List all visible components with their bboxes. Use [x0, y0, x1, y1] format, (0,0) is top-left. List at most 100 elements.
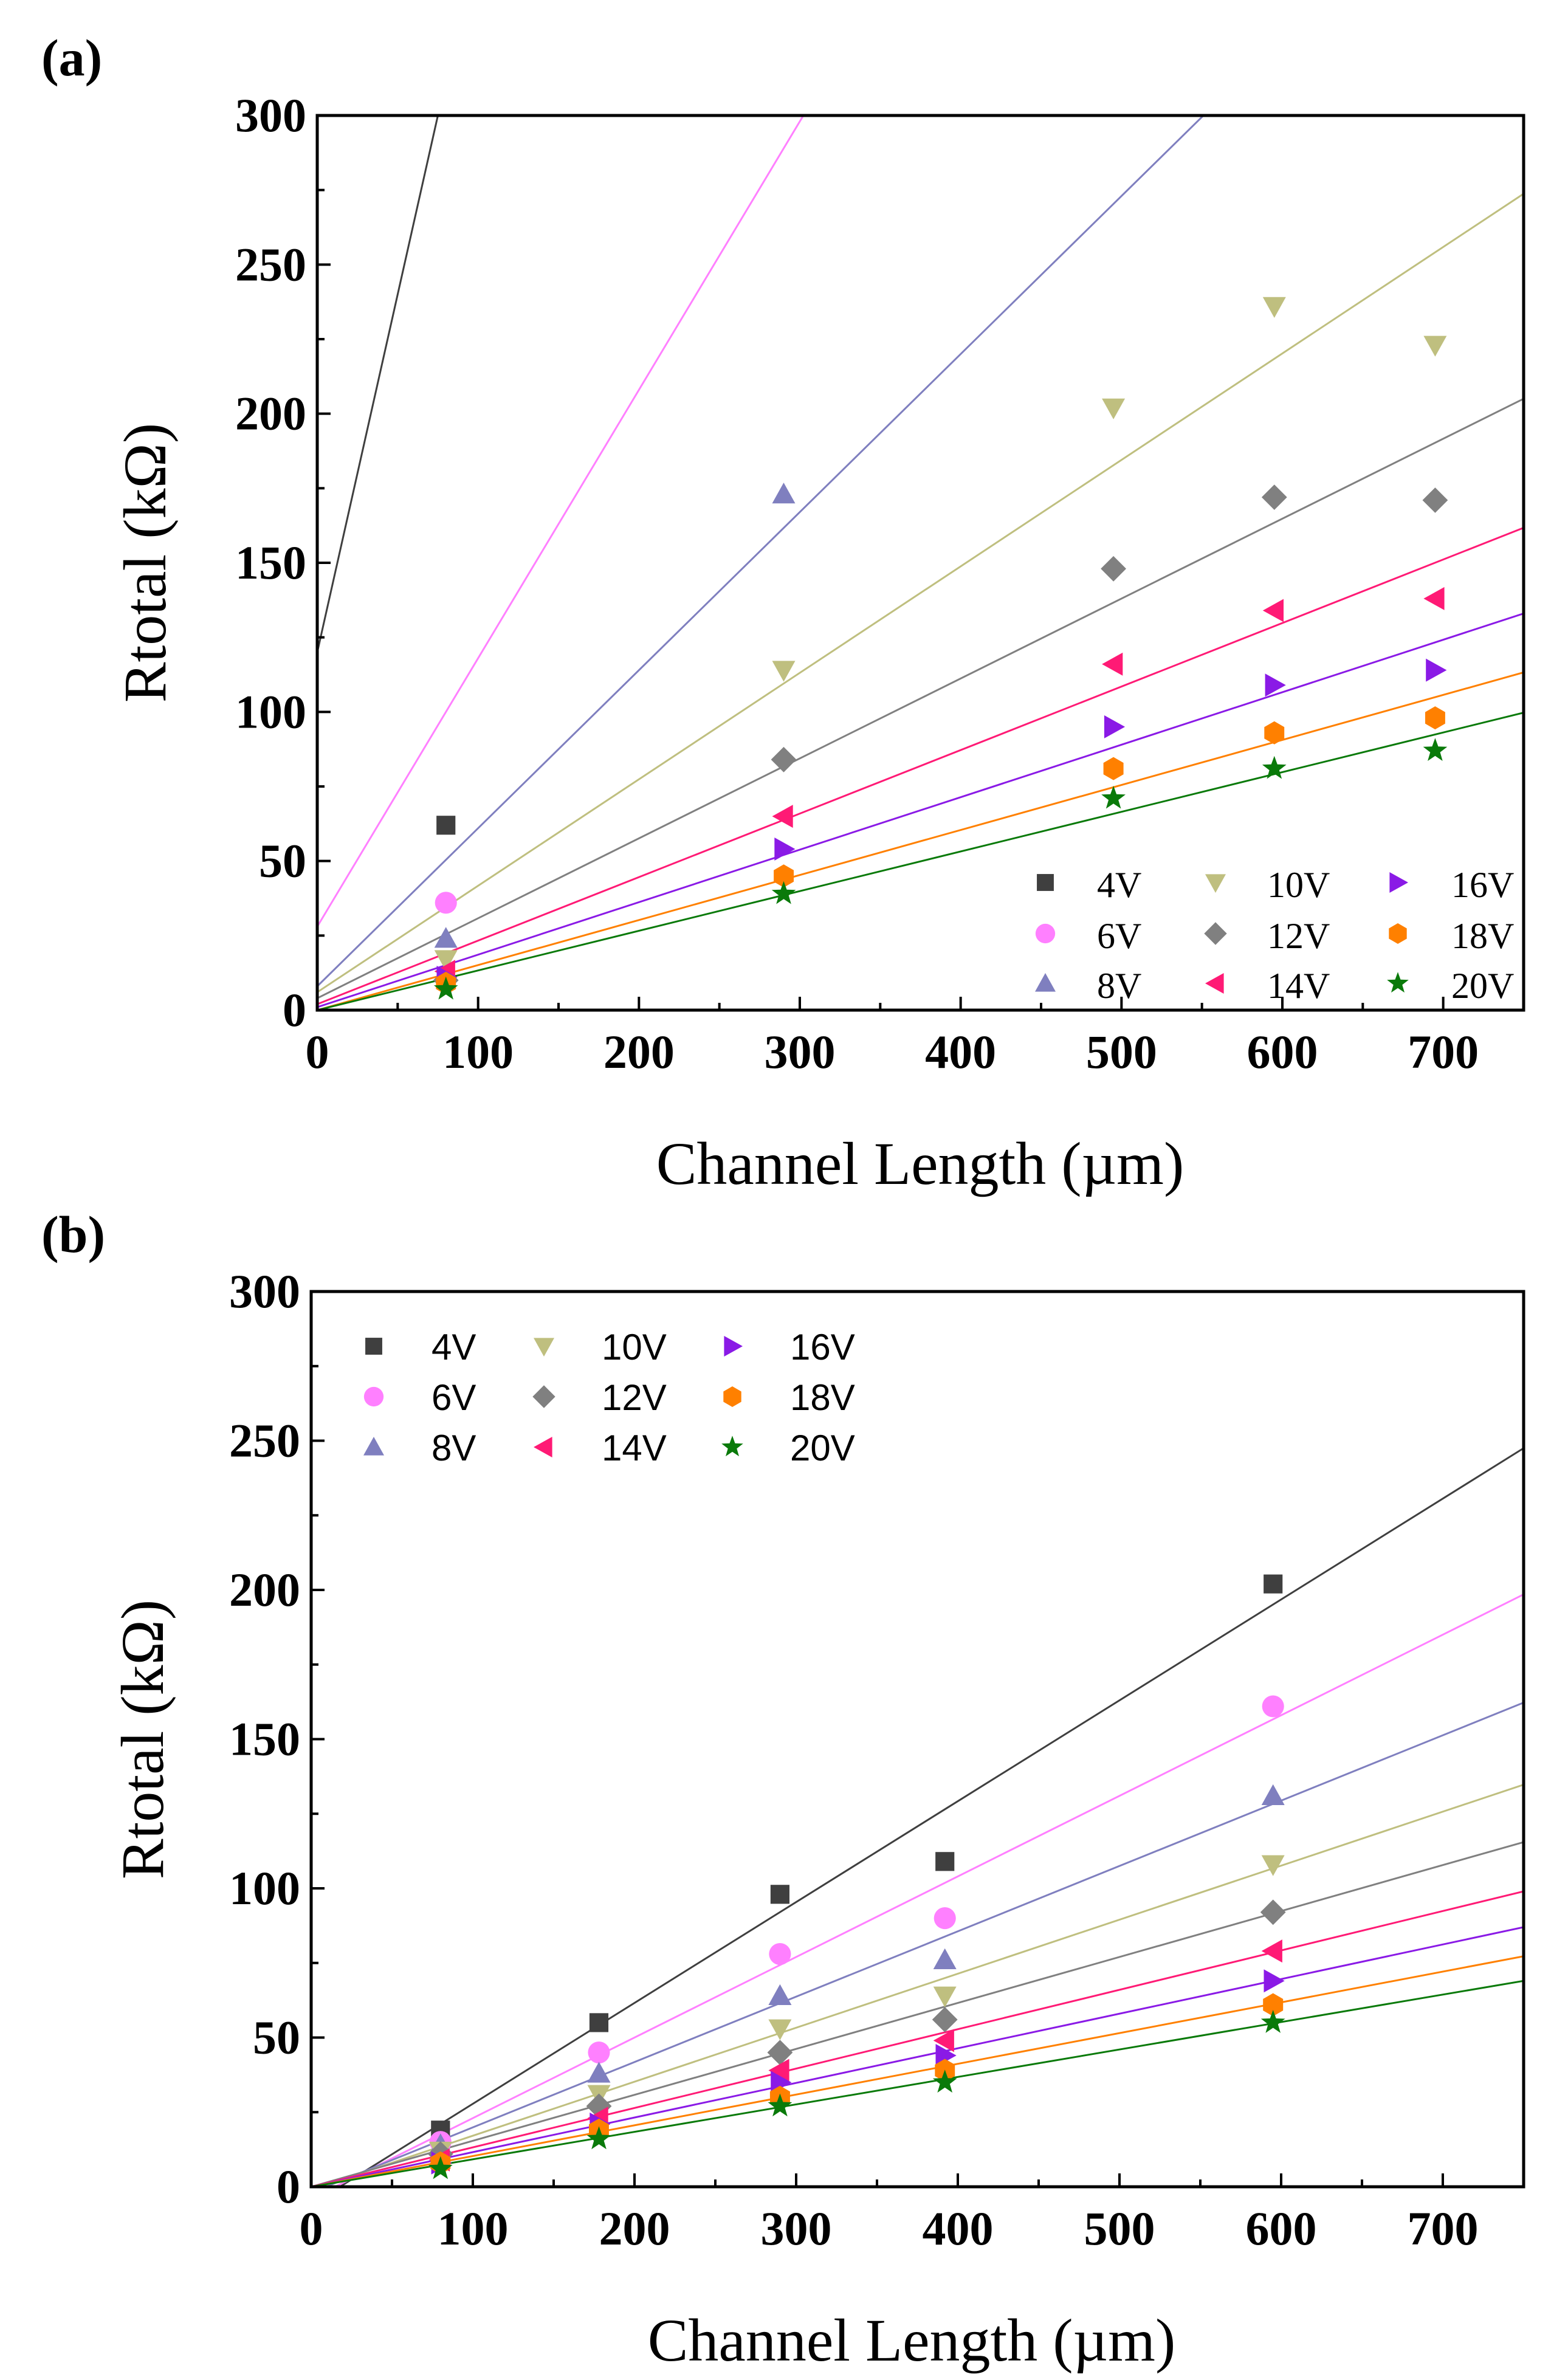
legend-label: 4V — [1097, 865, 1141, 905]
y-tick-label: 250 — [229, 1414, 300, 1467]
legend-marker-10v — [1205, 874, 1226, 893]
panel-a-legend: 4V 6V 8V 10V 12V 14V 16V 18V 20V — [1035, 865, 1514, 1006]
y-tick-label: 300 — [235, 89, 306, 142]
panel-b-x-axis-title: Channel Length (µm) — [648, 2306, 1176, 2374]
fit-line-14v — [311, 1890, 1524, 2187]
legend-marker-4v — [365, 1338, 382, 1355]
legend-label: 20V — [790, 1428, 855, 1468]
y-tick-label: 0 — [277, 2160, 300, 2213]
legend-marker-4v — [1037, 874, 1054, 891]
panel-b-markers — [427, 1574, 1286, 2179]
x-tick-label: 0 — [300, 2202, 323, 2255]
data-point-4v — [1264, 1574, 1283, 1594]
legend-marker-6v — [1035, 923, 1056, 944]
legend-marker — [1035, 923, 1056, 944]
data-point-8v — [768, 1984, 792, 2005]
legend-label: 12V — [602, 1377, 667, 1418]
x-tick-label: 100 — [442, 1025, 514, 1078]
fit-line-10v — [317, 193, 1524, 993]
legend-b-12v: 12V — [532, 1377, 667, 1418]
legend-marker — [1205, 973, 1224, 994]
legend-marker — [365, 1338, 382, 1355]
fit-line-4v — [338, 1447, 1524, 2187]
legend-marker-20v — [1387, 972, 1409, 993]
legend-label: 6V — [1097, 916, 1141, 956]
legend-marker-16v — [724, 1336, 743, 1357]
y-tick-label: 200 — [229, 1563, 300, 1616]
data-point-8v — [772, 483, 796, 504]
x-tick-label: 300 — [765, 1025, 836, 1078]
legend-label: 4V — [432, 1327, 476, 1367]
legend-marker-16v — [1389, 872, 1408, 893]
data-point-16v — [774, 838, 796, 861]
panel-b-fit-lines — [311, 1447, 1524, 2187]
x-tick-label: 500 — [1086, 1025, 1157, 1078]
x-tick-label: 500 — [1084, 2202, 1155, 2255]
legend-label: 6V — [432, 1377, 476, 1418]
y-tick-label: 150 — [229, 1713, 300, 1766]
legend-marker-6v — [363, 1386, 384, 1407]
legend-b-6v: 6V — [363, 1377, 476, 1418]
legend-marker-14v — [1205, 973, 1224, 994]
x-tick-label: 600 — [1246, 2202, 1317, 2255]
data-point-20v — [428, 2156, 453, 2179]
legend-marker-12v — [1204, 922, 1227, 945]
legend-marker — [1037, 874, 1054, 891]
legend-label: 16V — [1451, 865, 1514, 905]
legend-marker — [1035, 973, 1056, 992]
data-point-10v — [434, 950, 458, 971]
legend-a-18v: 18V — [1389, 916, 1514, 956]
data-point-20v — [1260, 2010, 1285, 2033]
panel-b: (b) 0 100 200 300 400 500 600 700 0 50 100 150 200 25… — [41, 1205, 1525, 2374]
legend-marker — [534, 1437, 552, 1457]
legend-a-4v: 4V — [1037, 865, 1141, 905]
panel-b-legend: 4V 6V 8V 10V 12V 14V 16V 18V 20V — [363, 1327, 855, 1468]
data-point-14v — [1262, 599, 1284, 622]
data-point-20v — [1262, 755, 1287, 779]
fit-line-12v — [311, 1841, 1524, 2187]
legend-a-10v: 10V — [1205, 865, 1330, 905]
legend-marker-8v — [1035, 973, 1056, 992]
fit-line-20v — [311, 1980, 1524, 2187]
panel-a-fit-lines — [317, 115, 1524, 1010]
data-point-8v — [933, 1948, 957, 1969]
data-point-12v — [1101, 556, 1126, 582]
x-tick-label: 100 — [438, 2202, 509, 2255]
data-point-14v — [1423, 587, 1445, 610]
legend-a-14v: 14V — [1205, 966, 1330, 1006]
data-point-6v — [1262, 1695, 1284, 1718]
legend-label: 12V — [1267, 916, 1330, 956]
x-tick-label: 200 — [599, 2202, 670, 2255]
fit-line-10v — [317, 1783, 1524, 2187]
legend-label: 14V — [1267, 966, 1330, 1006]
panel-a: (a) 0 100 200 300 400 500 600 700 0 50 100 150 200 25… — [41, 29, 1525, 1197]
x-tick-label: 200 — [603, 1025, 675, 1078]
legend-marker-20v — [721, 1436, 743, 1457]
legend-marker — [363, 1437, 384, 1456]
data-point-12v — [771, 746, 797, 772]
legend-b-10v: 10V — [534, 1327, 667, 1367]
x-tick-label: 400 — [925, 1025, 996, 1078]
fit-line-8v — [323, 1701, 1524, 2187]
legend-a-12v: 12V — [1204, 916, 1330, 956]
x-tick-label: 400 — [923, 2202, 994, 2255]
panel-a-plot-frame — [315, 114, 1525, 1012]
data-point-10v — [1262, 297, 1286, 318]
data-point-18v — [774, 864, 794, 888]
data-point-20v — [932, 2069, 957, 2093]
data-point-4v — [589, 2013, 609, 2032]
data-point-14v — [1261, 1939, 1282, 1963]
legend-marker — [1387, 972, 1409, 993]
legend-b-8v: 8V — [363, 1428, 476, 1468]
data-point-6v — [435, 892, 457, 914]
data-point-18v — [1103, 757, 1124, 780]
legend-marker — [532, 1385, 555, 1408]
data-point-4v — [436, 816, 456, 835]
fit-line-20v — [317, 712, 1524, 1010]
panel-a-y-axis-title: Rtotal (kΩ) — [111, 423, 179, 703]
data-point-20v — [771, 881, 796, 904]
panel-a-markers — [433, 297, 1448, 1000]
data-point-6v — [588, 2042, 610, 2064]
x-tick-label: 700 — [1408, 2202, 1479, 2255]
y-tick-label: 250 — [235, 238, 306, 291]
